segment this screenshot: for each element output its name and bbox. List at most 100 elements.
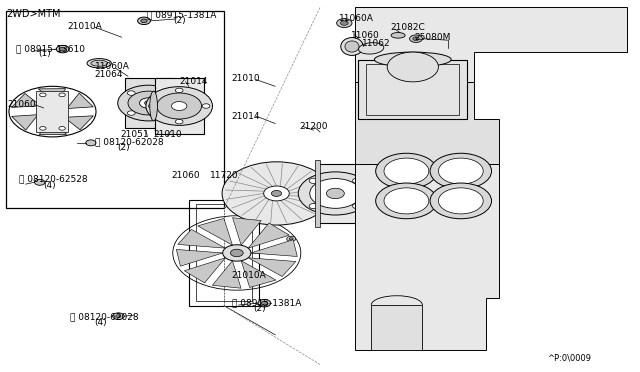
- Circle shape: [384, 158, 429, 184]
- Text: 21060: 21060: [172, 171, 200, 180]
- Circle shape: [376, 183, 437, 219]
- Circle shape: [376, 153, 437, 189]
- Polygon shape: [184, 258, 225, 283]
- Polygon shape: [248, 258, 296, 276]
- Text: Ⓦ 08915-1381A: Ⓦ 08915-1381A: [147, 10, 216, 19]
- Circle shape: [222, 162, 331, 225]
- Polygon shape: [355, 82, 499, 164]
- Ellipse shape: [345, 41, 359, 52]
- Bar: [371, 305, 422, 350]
- Polygon shape: [178, 230, 225, 248]
- Text: 21014: 21014: [179, 77, 208, 86]
- Bar: [6, 11, 224, 208]
- Circle shape: [264, 186, 289, 201]
- Bar: [316, 164, 361, 223]
- Text: Ⓑ 08120-62528: Ⓑ 08120-62528: [19, 175, 88, 184]
- Polygon shape: [176, 250, 223, 266]
- Circle shape: [353, 178, 362, 183]
- Circle shape: [40, 93, 46, 97]
- Text: Ⓦ 08915-1381A: Ⓦ 08915-1381A: [232, 299, 301, 308]
- Text: (4): (4): [44, 181, 56, 190]
- Bar: [125, 78, 173, 128]
- Circle shape: [261, 301, 268, 305]
- Ellipse shape: [91, 60, 108, 66]
- Circle shape: [146, 87, 212, 125]
- Circle shape: [148, 104, 156, 108]
- Circle shape: [59, 93, 65, 97]
- Circle shape: [175, 119, 183, 124]
- Circle shape: [113, 313, 124, 320]
- Text: Ⓑ 08120-62028: Ⓑ 08120-62028: [95, 137, 163, 146]
- Text: 21010: 21010: [154, 130, 182, 139]
- Polygon shape: [39, 121, 67, 135]
- Circle shape: [140, 98, 157, 108]
- Circle shape: [309, 178, 318, 183]
- Circle shape: [230, 249, 243, 257]
- Circle shape: [145, 101, 152, 105]
- Ellipse shape: [374, 52, 451, 67]
- Circle shape: [35, 179, 45, 185]
- Circle shape: [141, 19, 147, 23]
- Circle shape: [175, 88, 183, 93]
- Circle shape: [438, 188, 483, 214]
- Polygon shape: [38, 89, 66, 103]
- Circle shape: [258, 299, 271, 307]
- Text: ^P:0\0009: ^P:0\0009: [547, 353, 591, 362]
- Circle shape: [157, 93, 202, 119]
- Text: 11060A: 11060A: [339, 14, 374, 23]
- Text: 21010A: 21010A: [67, 22, 102, 31]
- Polygon shape: [12, 93, 41, 108]
- Polygon shape: [198, 218, 232, 245]
- Text: (2): (2): [173, 16, 186, 25]
- Text: (2): (2): [253, 304, 266, 313]
- Polygon shape: [251, 240, 298, 256]
- Text: 11720: 11720: [210, 171, 239, 180]
- Text: 21064: 21064: [95, 70, 124, 79]
- Bar: [358, 60, 467, 119]
- Circle shape: [298, 172, 372, 215]
- Text: 21010: 21010: [232, 74, 260, 83]
- Circle shape: [413, 37, 419, 41]
- Circle shape: [310, 179, 361, 208]
- Text: 21060: 21060: [8, 100, 36, 109]
- Circle shape: [38, 103, 67, 120]
- Circle shape: [387, 52, 438, 82]
- Text: Ⓦ 08915-13610: Ⓦ 08915-13610: [16, 44, 85, 53]
- Circle shape: [138, 17, 150, 25]
- Polygon shape: [12, 115, 38, 130]
- Ellipse shape: [150, 91, 157, 121]
- Circle shape: [56, 45, 69, 53]
- Circle shape: [86, 140, 96, 146]
- Text: 21014: 21014: [232, 112, 260, 121]
- Circle shape: [127, 111, 135, 115]
- Circle shape: [223, 245, 251, 261]
- Bar: [315, 160, 320, 227]
- Circle shape: [430, 153, 492, 189]
- Polygon shape: [232, 218, 261, 245]
- Circle shape: [326, 188, 344, 199]
- Polygon shape: [36, 91, 68, 132]
- Ellipse shape: [391, 32, 405, 38]
- Circle shape: [309, 203, 318, 209]
- Text: (4): (4): [95, 318, 108, 327]
- Circle shape: [430, 183, 492, 219]
- Circle shape: [40, 126, 46, 130]
- Bar: [196, 204, 252, 301]
- Text: 11060: 11060: [351, 31, 380, 40]
- Text: Ⓑ 08120-62028: Ⓑ 08120-62028: [70, 312, 139, 321]
- Circle shape: [41, 105, 64, 118]
- Circle shape: [337, 19, 352, 28]
- Circle shape: [118, 85, 179, 121]
- Circle shape: [271, 190, 282, 196]
- Circle shape: [384, 188, 429, 214]
- Text: 21200: 21200: [300, 122, 328, 131]
- Text: 21051: 21051: [120, 130, 149, 139]
- Circle shape: [438, 158, 483, 184]
- Circle shape: [340, 21, 348, 25]
- Text: 2WD>MTM: 2WD>MTM: [6, 9, 61, 19]
- Ellipse shape: [341, 38, 364, 55]
- Circle shape: [287, 236, 296, 241]
- Circle shape: [172, 102, 187, 110]
- Bar: [155, 78, 204, 134]
- Bar: [189, 200, 259, 306]
